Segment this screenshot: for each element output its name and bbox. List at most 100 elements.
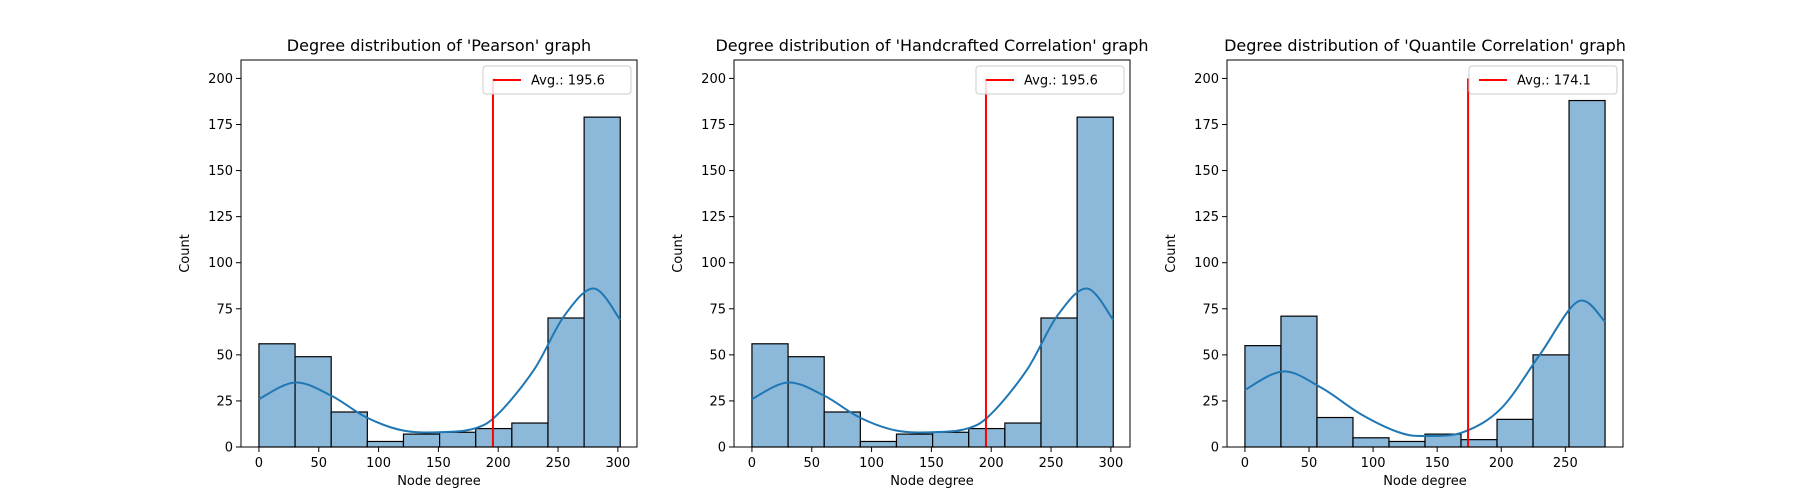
y-tick-label: 0 xyxy=(718,441,726,456)
legend-label: Avg.: 174.1 xyxy=(1517,74,1591,89)
x-tick-label: 150 xyxy=(919,456,944,471)
histogram-bar xyxy=(895,433,934,448)
x-tick-label: 200 xyxy=(486,456,511,471)
histogram-bar xyxy=(294,356,332,448)
y-tick-label: 125 xyxy=(701,210,726,225)
y-tick-label: 200 xyxy=(701,72,726,87)
y-tick-label: 200 xyxy=(208,72,233,87)
y-axis-label: Count xyxy=(671,234,686,273)
legend-label: Avg.: 195.6 xyxy=(531,74,605,89)
legend-box xyxy=(1468,65,1618,95)
y-tick-label: 50 xyxy=(709,348,726,363)
kde-curve xyxy=(258,287,622,434)
histogram-bar xyxy=(1532,354,1570,448)
x-tick-label: 150 xyxy=(426,456,451,471)
x-tick-label: 250 xyxy=(1553,456,1578,471)
chart-panel-1: 0 50 100 150 200 250 300 0 25 50 75 100 125 150 175 200… xyxy=(178,36,638,489)
x-tick-label: 100 xyxy=(366,456,391,471)
histogram-bar xyxy=(1244,345,1282,448)
legend-box xyxy=(482,65,632,95)
x-tick-label: 0 xyxy=(1241,456,1249,471)
axes-frame xyxy=(733,59,1131,448)
y-tick-label: 200 xyxy=(1194,72,1219,87)
kde-curve xyxy=(1244,299,1606,438)
x-tick-label: 250 xyxy=(1039,456,1064,471)
histogram-bar xyxy=(547,317,585,448)
chart-title: Degree distribution of 'Quantile Correla… xyxy=(1224,36,1626,55)
histogram-bar xyxy=(823,411,861,448)
histogram-bar xyxy=(1040,317,1078,448)
y-tick-label: 50 xyxy=(216,348,233,363)
histogram-bar xyxy=(1496,418,1534,448)
y-axis-label: Count xyxy=(178,234,193,273)
chart-panel-3: 0 50 100 150 200 250 0 25 50 75 100 125 150 175 200 Deg… xyxy=(1164,36,1626,489)
histogram-bar xyxy=(1460,439,1498,448)
chart-title: Degree distribution of 'Handcrafted Corr… xyxy=(715,36,1148,55)
histogram-bar xyxy=(1076,116,1114,448)
x-tick-label: 200 xyxy=(1489,456,1514,471)
y-tick-label: 75 xyxy=(1202,302,1219,317)
histogram-bar xyxy=(330,411,368,448)
y-tick-label: 150 xyxy=(1194,164,1219,179)
histogram-bar xyxy=(1004,422,1042,448)
y-tick-label: 75 xyxy=(709,302,726,317)
x-tick-label: 150 xyxy=(1425,456,1450,471)
kde-curve xyxy=(751,287,1115,434)
histogram-bar xyxy=(859,440,898,448)
y-tick-label: 175 xyxy=(1194,118,1219,133)
x-tick-label: 300 xyxy=(605,456,630,471)
legend-box xyxy=(975,65,1125,95)
y-tick-label: 150 xyxy=(208,164,233,179)
histogram-bar xyxy=(366,440,405,448)
y-tick-label: 50 xyxy=(1202,348,1219,363)
y-tick-label: 100 xyxy=(1194,256,1219,271)
x-tick-label: 100 xyxy=(1361,456,1386,471)
histogram-bar xyxy=(438,431,477,448)
y-tick-label: 25 xyxy=(1202,394,1219,409)
x-tick-label: 0 xyxy=(255,456,263,471)
y-tick-label: 150 xyxy=(701,164,726,179)
histogram-bar xyxy=(1568,99,1606,448)
histogram-bar xyxy=(511,422,549,448)
y-tick-label: 100 xyxy=(701,256,726,271)
x-tick-label: 50 xyxy=(803,456,820,471)
y-tick-label: 25 xyxy=(216,394,233,409)
histogram-bar xyxy=(1388,440,1426,448)
y-tick-label: 0 xyxy=(1211,441,1219,456)
x-axis-label: Node degree xyxy=(890,474,974,489)
legend: Avg.: 195.6 xyxy=(975,65,1125,95)
legend: Avg.: 174.1 xyxy=(1468,65,1618,95)
histogram-bar xyxy=(931,431,970,448)
y-tick-label: 125 xyxy=(208,210,233,225)
y-tick-label: 0 xyxy=(225,441,233,456)
histogram-bar xyxy=(787,356,825,448)
legend-label: Avg.: 195.6 xyxy=(1024,74,1098,89)
y-tick-label: 100 xyxy=(208,256,233,271)
y-tick-label: 75 xyxy=(216,302,233,317)
histogram-bar xyxy=(583,116,621,448)
x-axis-label: Node degree xyxy=(1383,474,1467,489)
x-tick-label: 100 xyxy=(859,456,884,471)
chart-panel-2: 0 50 100 150 200 250 300 0 25 50 75 100 125 150 175 200… xyxy=(671,36,1149,489)
histogram-bar xyxy=(1352,437,1390,448)
x-tick-label: 200 xyxy=(979,456,1004,471)
histogram-bar xyxy=(402,433,441,448)
y-axis-label: Count xyxy=(1164,234,1179,273)
x-axis-label: Node degree xyxy=(397,474,481,489)
x-tick-label: 300 xyxy=(1098,456,1123,471)
axes-frame xyxy=(1226,59,1624,448)
y-tick-label: 175 xyxy=(701,118,726,133)
y-tick-label: 25 xyxy=(709,394,726,409)
x-tick-label: 50 xyxy=(1301,456,1318,471)
y-tick-label: 175 xyxy=(208,118,233,133)
y-tick-label: 125 xyxy=(1194,210,1219,225)
histogram-bar xyxy=(1316,416,1354,448)
x-tick-label: 50 xyxy=(310,456,327,471)
chart-title: Degree distribution of 'Pearson' graph xyxy=(287,36,591,55)
x-tick-label: 0 xyxy=(748,456,756,471)
x-tick-label: 250 xyxy=(546,456,571,471)
legend: Avg.: 195.6 xyxy=(482,65,632,95)
axes-frame xyxy=(240,59,638,448)
